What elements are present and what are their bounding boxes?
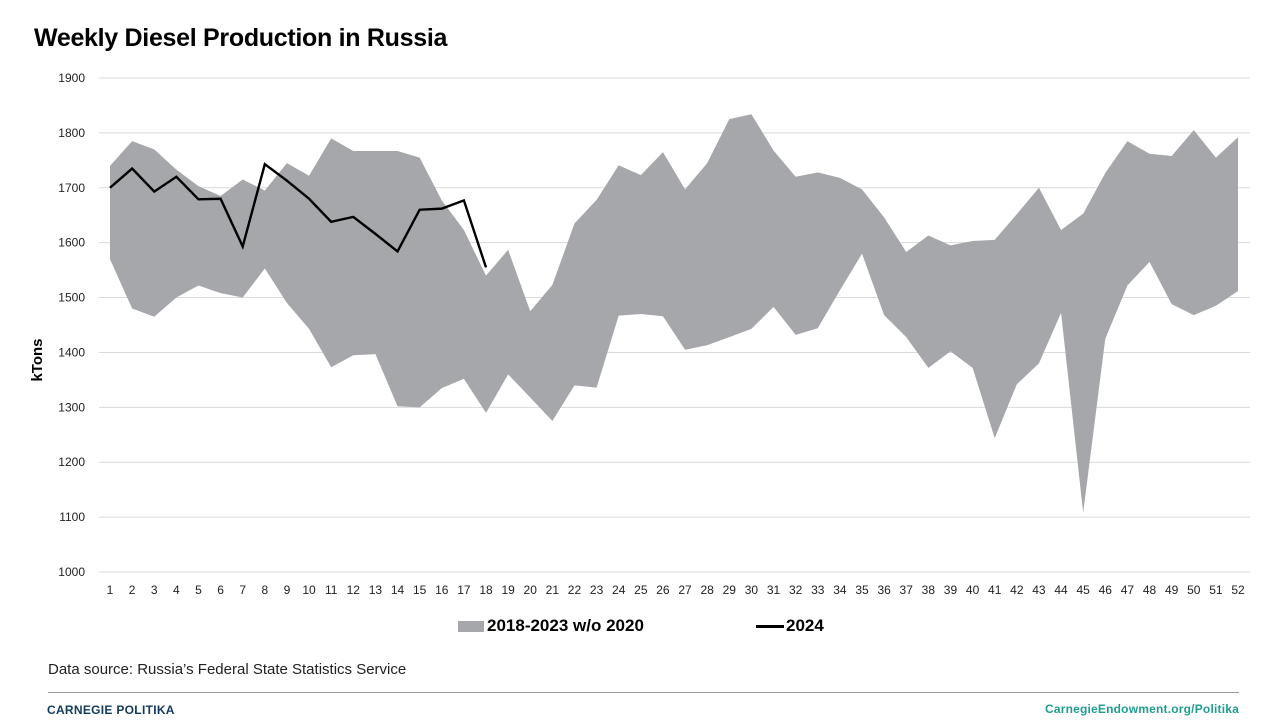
x-tick-label: 22: [568, 583, 582, 597]
x-axis-ticks: 1 2 3 4 5 6 7 8 9 10 11 12 13 14 15 16 17 18 19 20 21 22 23 24 2…: [107, 583, 1245, 597]
y-tick-label: 1300: [58, 400, 85, 414]
x-tick-label: 35: [855, 583, 869, 597]
y-tick-label: 1600: [58, 236, 85, 250]
legend-item-2024: 2024: [756, 616, 824, 636]
x-tick-label: 6: [217, 583, 224, 597]
x-tick-label: 12: [347, 583, 361, 597]
y-tick-label: 1100: [59, 510, 85, 524]
x-tick-label: 29: [723, 583, 737, 597]
x-tick-label: 45: [1076, 583, 1090, 597]
legend-swatch-line: [756, 624, 784, 628]
legend-item-band: 2018-2023 w/o 2020: [458, 616, 644, 636]
x-tick-label: 21: [546, 583, 560, 597]
chart-title: Weekly Diesel Production in Russia: [34, 24, 448, 52]
x-tick-label: 36: [877, 583, 891, 597]
x-tick-label: 3: [151, 583, 158, 597]
data-source-note: Data source: Russia’s Federal State Stat…: [48, 661, 407, 678]
legend: 2018-2023 w/o 2020 2024: [0, 616, 1280, 638]
x-tick-label: 4: [173, 583, 180, 597]
y-axis-ticks: 1000 1100 1200 1300 1400 1500 1600 1700 1800 1900: [58, 71, 85, 579]
x-tick-label: 10: [302, 583, 316, 597]
x-tick-label: 37: [900, 583, 914, 597]
x-tick-label: 43: [1032, 583, 1046, 597]
x-tick-label: 16: [435, 583, 449, 597]
x-tick-label: 31: [767, 583, 781, 597]
x-tick-label: 48: [1143, 583, 1157, 597]
x-tick-label: 1: [107, 583, 114, 597]
y-tick-label: 1200: [58, 455, 85, 469]
x-tick-label: 11: [325, 583, 338, 597]
x-tick-label: 18: [479, 583, 493, 597]
x-tick-label: 30: [745, 583, 759, 597]
x-tick-label: 46: [1099, 583, 1113, 597]
range-band-area: [110, 114, 1238, 513]
x-tick-label: 44: [1054, 583, 1068, 597]
x-tick-label: 19: [501, 583, 515, 597]
x-tick-label: 33: [811, 583, 825, 597]
x-tick-label: 41: [988, 583, 1002, 597]
series-line-2024: [109, 162, 488, 268]
x-tick-label: 34: [833, 583, 847, 597]
x-tick-label: 32: [789, 583, 803, 597]
y-tick-label: 1500: [58, 291, 85, 305]
y-tick-label: 1400: [58, 345, 85, 359]
legend-label-2024: 2024: [786, 616, 824, 635]
y-tick-label: 1000: [58, 565, 85, 579]
range-band-layer: [110, 114, 1238, 513]
y-axis-label: kTons: [29, 338, 46, 381]
line-layer: [109, 162, 488, 268]
x-tick-label: 25: [634, 583, 648, 597]
legend-label-band: 2018-2023 w/o 2020: [487, 616, 644, 635]
x-tick-label: 49: [1165, 583, 1179, 597]
chart-plot: 1000 1100 1200 1300 1400 1500 1600 1700 1800 1900…: [29, 71, 1250, 597]
x-tick-label: 7: [239, 583, 246, 597]
x-tick-label: 42: [1010, 583, 1024, 597]
x-tick-label: 15: [413, 583, 427, 597]
x-tick-label: 52: [1231, 583, 1245, 597]
x-tick-label: 40: [966, 583, 980, 597]
x-tick-label: 5: [195, 583, 202, 597]
x-tick-label: 27: [678, 583, 692, 597]
y-tick-label: 1900: [58, 71, 85, 85]
y-tick-label: 1700: [58, 181, 85, 195]
x-tick-label: 8: [261, 583, 268, 597]
x-tick-label: 47: [1121, 583, 1135, 597]
x-tick-label: 23: [590, 583, 604, 597]
x-tick-label: 39: [944, 583, 958, 597]
x-tick-label: 50: [1187, 583, 1201, 597]
x-tick-label: 20: [524, 583, 538, 597]
brand-url-link[interactable]: CarnegieEndowment.org/Politika: [1044, 702, 1239, 716]
brand-logo-text: CARNEGIE POLITIKA: [47, 703, 175, 717]
y-tick-label: 1800: [58, 126, 85, 140]
footer-divider: [48, 692, 1239, 693]
x-tick-label: 51: [1209, 583, 1223, 597]
x-tick-label: 28: [700, 583, 714, 597]
x-tick-label: 14: [391, 583, 405, 597]
x-tick-label: 38: [922, 583, 936, 597]
x-tick-label: 9: [284, 583, 291, 597]
x-tick-label: 17: [457, 583, 471, 597]
x-tick-label: 2: [129, 583, 136, 597]
legend-swatch-band: [458, 620, 484, 632]
x-tick-label: 26: [656, 583, 670, 597]
x-tick-label: 24: [612, 583, 626, 597]
x-tick-label: 13: [369, 583, 383, 597]
